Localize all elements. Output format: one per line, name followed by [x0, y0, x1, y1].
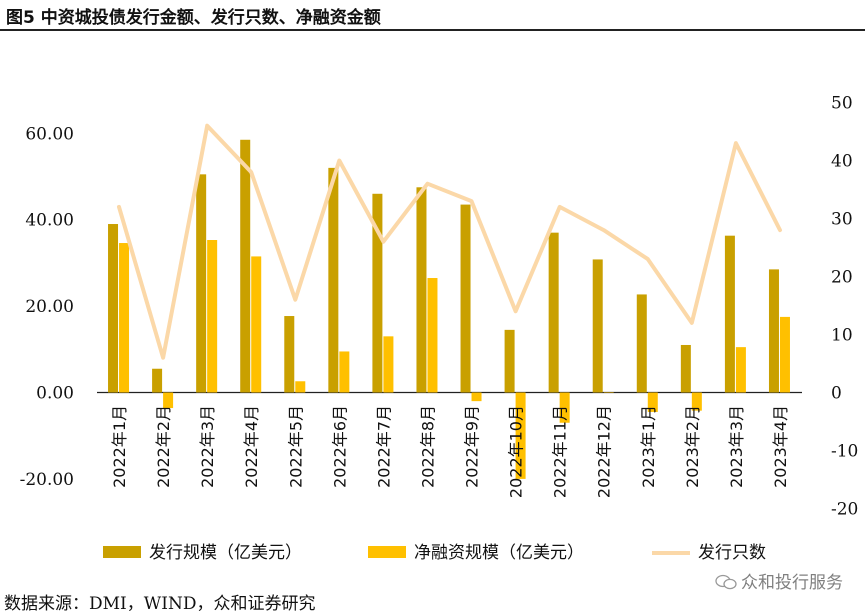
- bar-issuance: [416, 187, 427, 393]
- legend-label-count: 发行只数: [698, 543, 766, 563]
- legend-swatch-issuance: [103, 546, 141, 558]
- bar-net-financing: [163, 392, 174, 409]
- bar-net-financing: [471, 392, 482, 402]
- category-label: 2022年2月: [154, 405, 173, 488]
- bar-issuance: [680, 344, 691, 393]
- watermark: 众和投行服务: [715, 568, 843, 593]
- line-count: [117, 123, 782, 360]
- category-label: 2023年1月: [639, 405, 658, 488]
- bar-issuance: [460, 204, 471, 393]
- title-rule: [0, 29, 865, 31]
- category-label: 2022年1月: [110, 405, 129, 488]
- bar-net-financing: [735, 347, 746, 393]
- bar-issuance: [284, 316, 295, 393]
- legend-swatch-net-financing: [368, 546, 406, 558]
- bar-issuance: [768, 269, 779, 393]
- category-label: 2022年11月: [551, 405, 570, 498]
- left-tick-label: 0.00: [36, 384, 74, 404]
- category-label: 2023年2月: [683, 405, 702, 488]
- category-label: 2022年9月: [463, 405, 482, 488]
- bar-issuance: [504, 329, 515, 393]
- right-tick-label: 40: [831, 152, 853, 172]
- bar-net-financing: [515, 392, 526, 479]
- bar-issuance: [724, 235, 735, 393]
- bar-issuance: [636, 294, 647, 393]
- right-tick-label: 20: [831, 268, 853, 288]
- wechat-icon: [715, 574, 737, 590]
- bar-net-financing: [119, 243, 130, 393]
- bar-issuance: [196, 174, 207, 393]
- left-tick-label: -20.00: [20, 470, 74, 490]
- bar-issuance: [240, 139, 251, 393]
- source-note: 数据来源：DMI，WIND，众和证券研究: [4, 594, 316, 614]
- bar-issuance: [328, 167, 339, 393]
- right-tick-label: 10: [831, 326, 853, 346]
- category-label: 2023年3月: [727, 405, 746, 488]
- bar-net-financing: [647, 392, 658, 412]
- category-label: 2022年6月: [330, 405, 349, 488]
- figure-title: 图5 中资城投债发行金额、发行只数、净融资金额: [6, 8, 381, 28]
- category-label: 2022年10月: [507, 405, 526, 498]
- bar-issuance: [108, 224, 119, 393]
- bar-issuance: [548, 232, 559, 393]
- left-tick-label: 20.00: [25, 297, 74, 317]
- bar-issuance: [152, 368, 163, 393]
- left-tick-label: 40.00: [25, 211, 74, 231]
- bar-net-financing: [251, 256, 262, 393]
- bar-issuance: [372, 193, 383, 393]
- bar-net-financing: [383, 336, 394, 393]
- category-label: 2022年7月: [374, 405, 393, 488]
- bar-net-financing: [691, 392, 702, 411]
- right-tick-label: 0: [831, 384, 842, 404]
- category-label: 2022年8月: [418, 405, 437, 488]
- right-tick-label: -20: [831, 500, 858, 520]
- bar-net-financing: [559, 392, 570, 423]
- legend-label-net-financing: 净融资规模（亿美元）: [414, 543, 584, 563]
- bar-net-financing: [603, 392, 614, 393]
- bar-net-financing: [339, 351, 350, 393]
- right-tick-label: -10: [831, 442, 858, 462]
- bar-net-financing: [427, 278, 438, 393]
- category-label: 2022年3月: [198, 405, 217, 488]
- category-label: 2022年12月: [595, 405, 614, 498]
- bar-net-financing: [779, 316, 790, 393]
- bar-net-financing: [295, 381, 306, 393]
- category-label: 2022年5月: [286, 405, 305, 488]
- right-tick-label: 50: [831, 94, 853, 114]
- legend-label-issuance: 发行规模（亿美元）: [149, 543, 302, 563]
- category-label: 2022年4月: [242, 405, 261, 488]
- left-tick-label: 60.00: [25, 124, 74, 144]
- bar-net-financing: [207, 240, 218, 393]
- right-tick-label: 30: [831, 210, 853, 230]
- watermark-text: 众和投行服务: [741, 573, 843, 593]
- bar-issuance: [592, 259, 603, 393]
- category-label: 2023年4月: [771, 405, 790, 488]
